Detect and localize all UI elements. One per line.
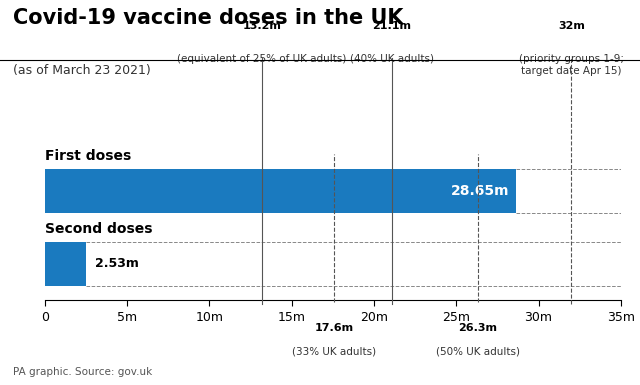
Text: (50% UK adults): (50% UK adults) xyxy=(436,346,520,357)
Text: 21.1m: 21.1m xyxy=(372,21,412,31)
Bar xyxy=(45,169,516,213)
Text: 2.53m: 2.53m xyxy=(95,257,138,270)
Text: PA graphic. Source: gov.uk: PA graphic. Source: gov.uk xyxy=(13,367,152,377)
Text: (as of March 23 2021): (as of March 23 2021) xyxy=(13,64,150,77)
Text: (equivalent of 25% of UK adults): (equivalent of 25% of UK adults) xyxy=(177,54,347,64)
Text: (40% UK adults): (40% UK adults) xyxy=(350,54,434,64)
Text: 17.6m: 17.6m xyxy=(315,323,354,333)
Text: (priority groups 1-9;
target date Apr 15): (priority groups 1-9; target date Apr 15… xyxy=(519,54,624,75)
Text: (33% UK adults): (33% UK adults) xyxy=(292,346,376,357)
Text: 13.2m: 13.2m xyxy=(243,21,282,31)
Bar xyxy=(45,242,86,286)
Text: First doses: First doses xyxy=(45,149,131,163)
Text: 26.3m: 26.3m xyxy=(458,323,497,333)
Text: 28.65m: 28.65m xyxy=(451,184,509,198)
Text: 32m: 32m xyxy=(558,21,585,31)
Text: Second doses: Second doses xyxy=(45,222,152,236)
Text: Covid-19 vaccine doses in the UK: Covid-19 vaccine doses in the UK xyxy=(13,8,403,28)
